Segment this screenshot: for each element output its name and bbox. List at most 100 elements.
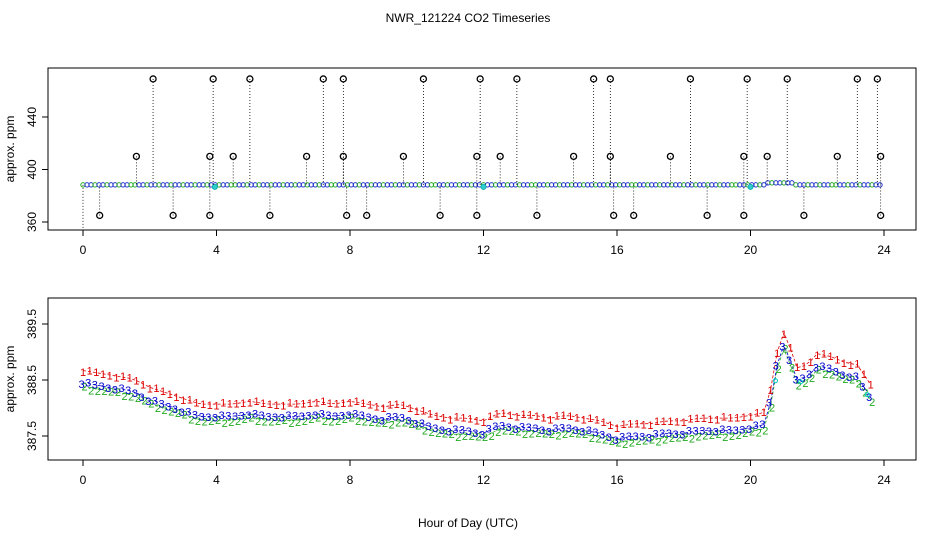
outlier-point [610, 211, 618, 220]
series-3-marker: 3 [666, 428, 672, 440]
series-2-marker: 2 [776, 364, 782, 376]
series-1-marker: 1 [614, 423, 620, 435]
series-2-marker: 2 [469, 431, 475, 443]
series-1-marker: 1 [427, 408, 433, 420]
series-3-marker: 3 [499, 420, 505, 432]
series-1-marker: 1 [767, 385, 773, 397]
series-1-marker: 1 [193, 397, 199, 409]
series-2-marker: 2 [315, 412, 321, 424]
series-3-marker: 3 [105, 383, 111, 395]
series-3-marker: 3 [285, 410, 291, 422]
outlier-point [533, 211, 541, 220]
series-3-marker: 3 [559, 422, 565, 434]
series-2-marker: 2 [328, 417, 334, 429]
series-3-marker: 3 [252, 408, 258, 420]
series-1-marker: 1 [240, 398, 246, 410]
series-2-marker: 2 [402, 418, 408, 430]
series-1-marker: 1 [861, 369, 867, 381]
outlier-point [132, 152, 141, 161]
series-3-marker: 3 [239, 410, 245, 422]
series-2-line [82, 347, 871, 444]
series-1-marker: 1 [93, 367, 99, 379]
series-3-marker: 3 [332, 411, 338, 423]
series-3-marker: 3 [165, 401, 171, 413]
series-3-marker: 3 [219, 410, 225, 422]
series-1-marker: 1 [494, 408, 500, 420]
outlier-point [686, 75, 695, 83]
top-x-tick-label: 4 [213, 243, 220, 257]
series-1-marker: 1 [120, 371, 126, 383]
series-1-marker: 1 [233, 399, 239, 411]
series-3-marker: 3 [305, 410, 311, 422]
series-3-marker: 3 [753, 420, 759, 432]
top-x-tick-label: 12 [477, 243, 491, 257]
series-2-marker: 2 [135, 393, 141, 405]
series-3-marker: 3 [532, 423, 538, 435]
series-3-marker: 3 [713, 427, 719, 439]
series-1-marker: 1 [534, 411, 540, 423]
outlier-point [266, 211, 274, 220]
series-3-marker: 3 [139, 392, 145, 404]
series-1-marker: 1 [447, 414, 453, 426]
series-1-marker: 1 [347, 398, 353, 410]
cyan-point [747, 183, 754, 190]
series-1-marker: 1 [828, 351, 834, 363]
series-2-marker: 2 [589, 433, 595, 445]
series-2-marker: 2 [215, 415, 221, 427]
series-1-marker: 1 [107, 371, 113, 383]
series-1-marker: 1 [707, 414, 713, 426]
series-3-marker: 3 [626, 431, 632, 443]
series-2-marker: 2 [856, 379, 862, 391]
series-3-marker: 3 [786, 355, 792, 367]
series-2-marker: 2 [762, 426, 768, 438]
series-3-marker: 3 [179, 407, 185, 419]
series-2-marker: 2 [442, 429, 448, 441]
series-3-marker: 3 [579, 427, 585, 439]
series-3-marker: 3 [552, 423, 558, 435]
bottom-x-ticks: 0 4 8 12 16 20 24 [80, 460, 891, 487]
series-3-marker: 3 [439, 425, 445, 437]
top-data-marks [80, 75, 885, 230]
series-3-marker: 3 [586, 425, 592, 437]
series-2-marker: 2 [182, 409, 188, 421]
series-2-marker: 2 [549, 429, 555, 441]
outlier-point [569, 152, 578, 161]
series-1-marker: 1 [133, 376, 139, 388]
series-1-marker: 1 [140, 380, 146, 392]
series-3-marker: 3 [319, 408, 325, 420]
series-3-marker: 3 [412, 418, 418, 430]
outlier-point [399, 152, 408, 161]
series-2-marker: 2 [635, 436, 641, 448]
series-2-marker: 2 [168, 406, 174, 418]
series-2-marker: 2 [809, 373, 815, 385]
cyan-point [864, 392, 870, 398]
series-2-marker: 2 [609, 436, 615, 448]
series-1-marker: 1 [87, 365, 93, 377]
top-x-tick-label: 16 [610, 243, 624, 257]
series-1-marker: 1 [741, 412, 747, 424]
bottom-y-tick-label: 387.5 [25, 421, 39, 451]
series-3-line [82, 343, 871, 440]
series-1-marker: 1 [380, 403, 386, 415]
series-3-marker: 3 [572, 425, 578, 437]
series-3-marker: 3 [693, 425, 699, 437]
series-2-marker: 2 [362, 417, 368, 429]
series-1-marker: 1 [507, 410, 513, 422]
series-1-marker: 1 [167, 389, 173, 401]
series-1-marker: 1 [848, 360, 854, 372]
series-1-marker: 1 [440, 413, 446, 425]
series-2-marker: 2 [422, 426, 428, 438]
outlier-point [339, 152, 347, 161]
series-3-marker: 3 [118, 383, 124, 395]
outlier-point [740, 211, 748, 220]
series-2-marker: 2 [829, 370, 835, 382]
series-1-marker: 1 [267, 399, 273, 411]
series-2-marker: 2 [602, 434, 608, 446]
series-1-marker: 1 [320, 396, 326, 408]
series-2-marker: 2 [368, 417, 374, 429]
series-3-marker: 3 [512, 424, 518, 436]
outlier-point [743, 75, 751, 83]
outlier-point [853, 75, 861, 83]
series-3-marker: 3 [846, 372, 852, 384]
series-3-marker: 3 [379, 416, 385, 428]
